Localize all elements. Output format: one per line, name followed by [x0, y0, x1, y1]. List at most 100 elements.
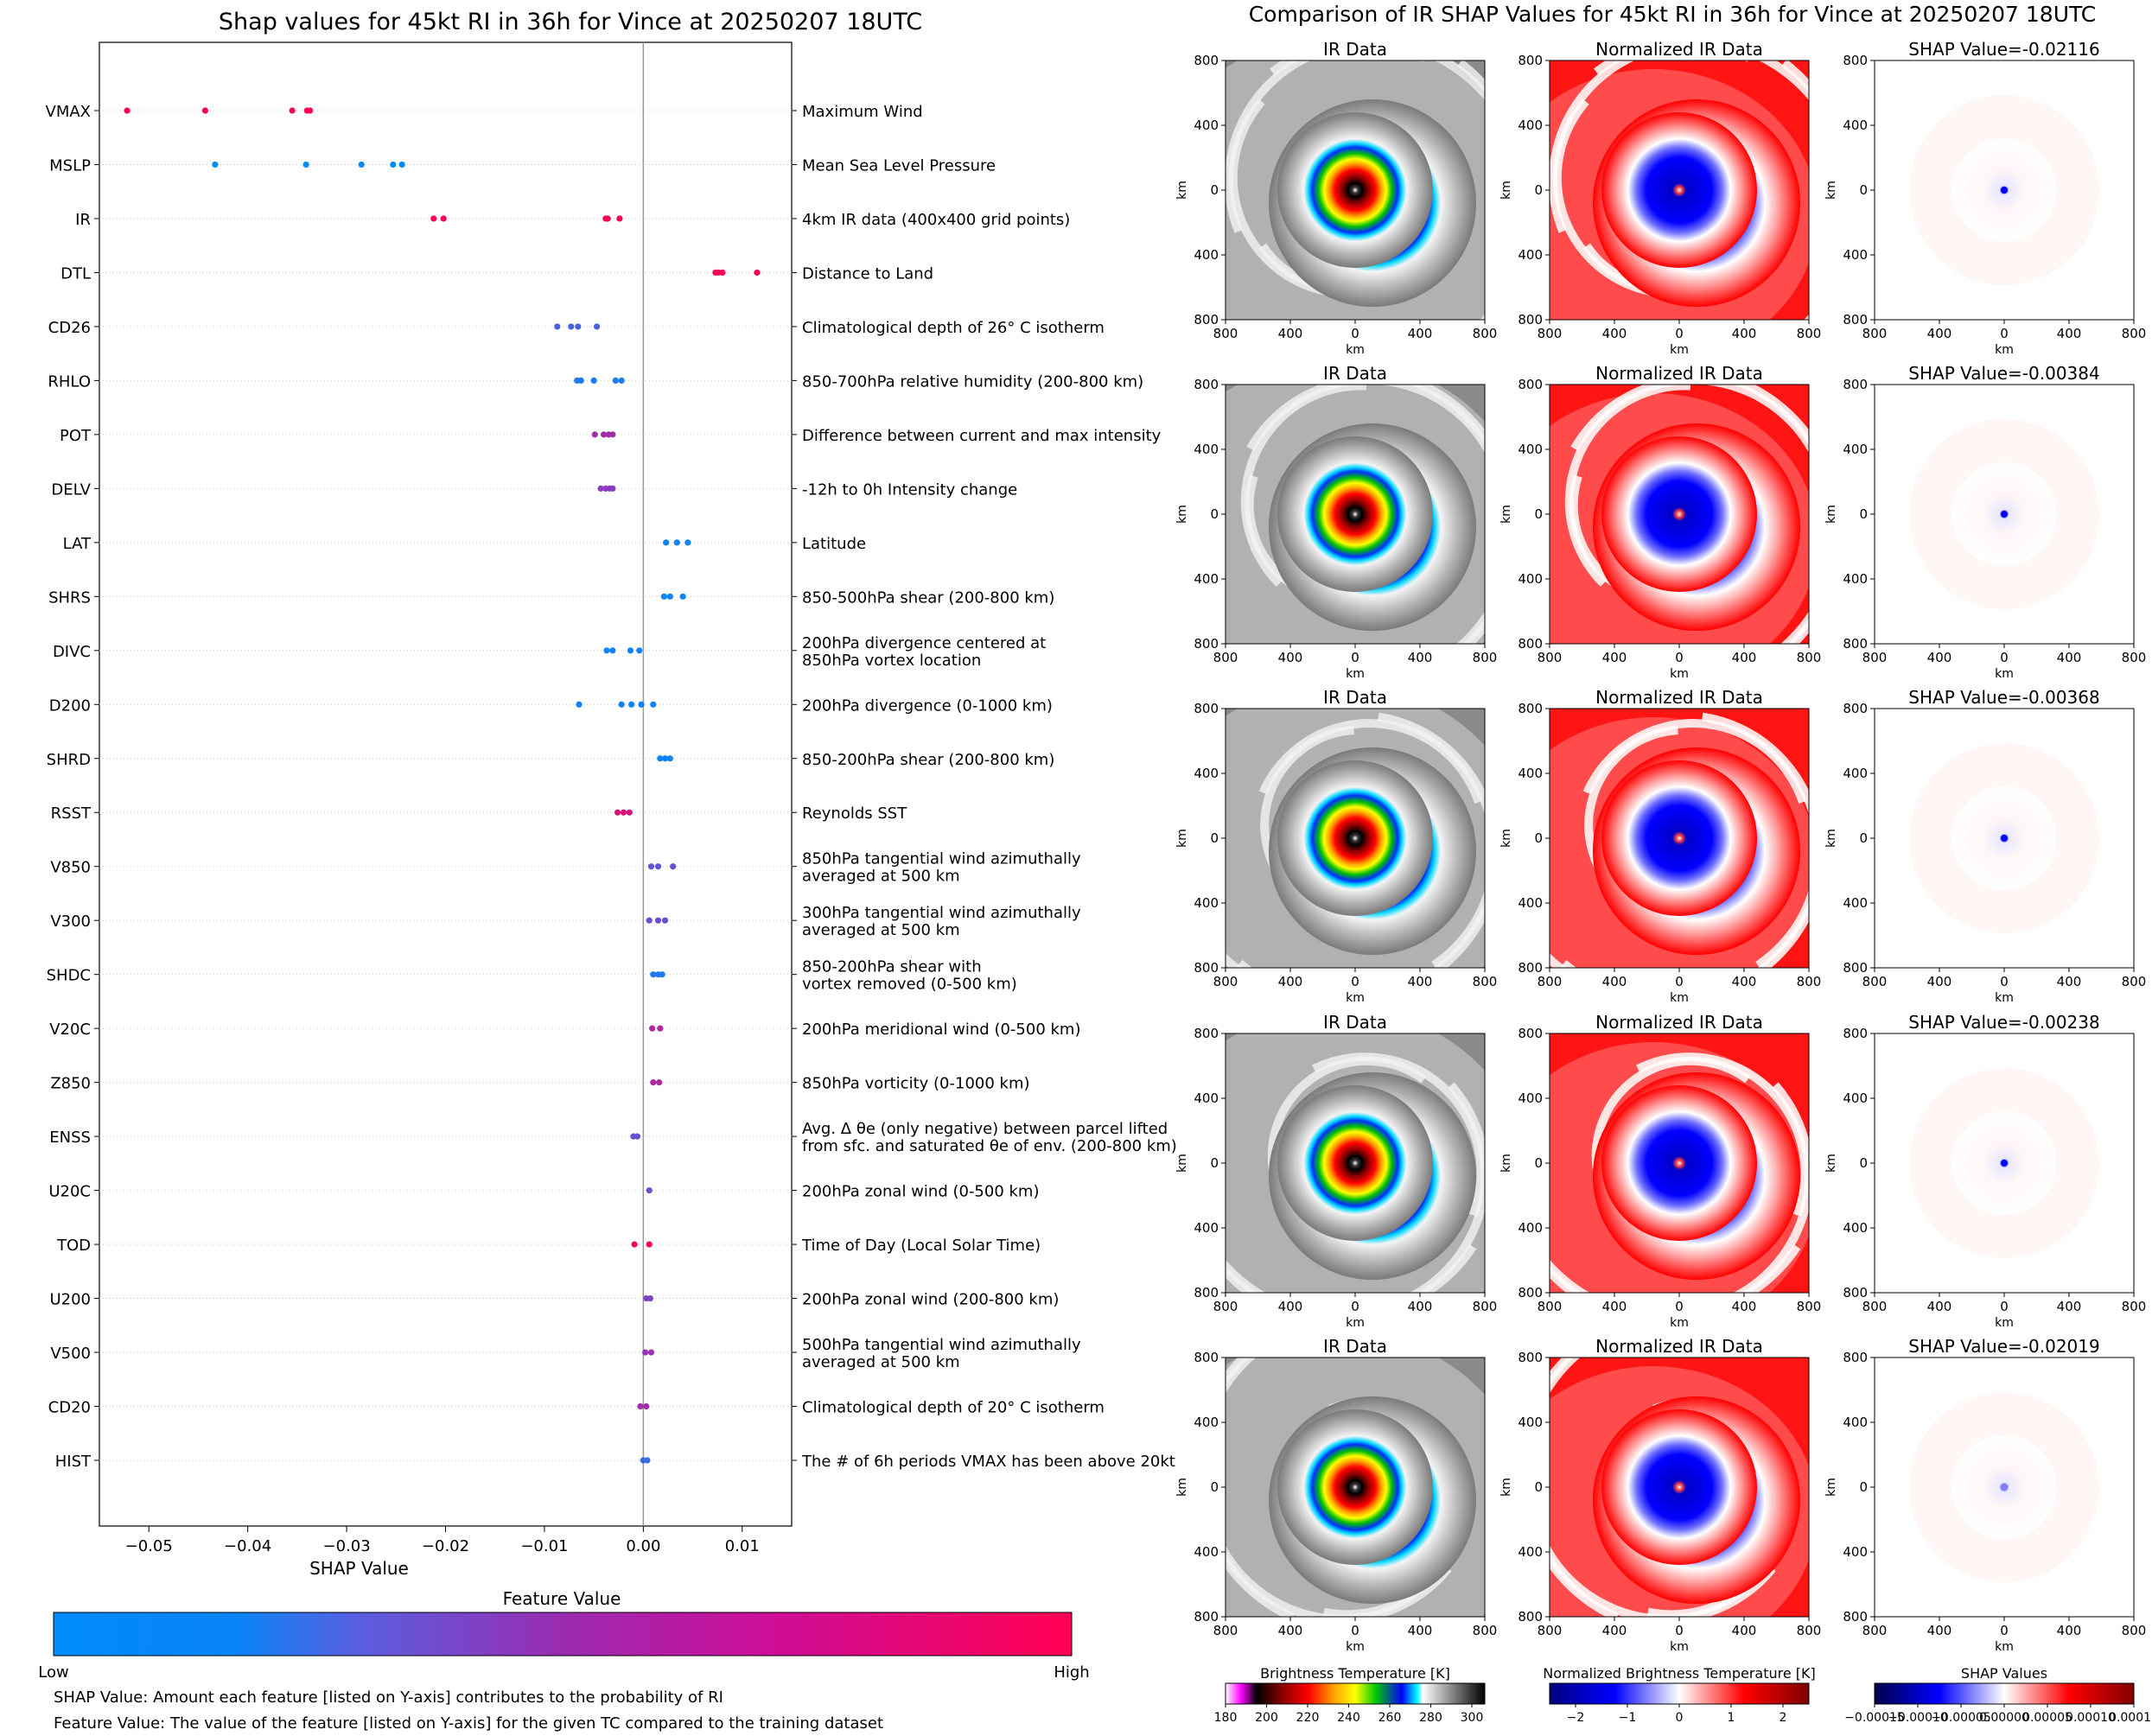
panel-x-tick-label: 400	[1732, 650, 1757, 665]
panel-y-tick-label: 400	[1843, 1091, 1868, 1106]
panel-x-axis-label: km	[1670, 991, 1689, 1005]
shap-point	[577, 377, 584, 384]
shap-point	[626, 809, 633, 816]
colorbar-tick-label: 220	[1296, 1711, 1320, 1725]
panel-x-axis-label: km	[1346, 1640, 1365, 1654]
colorbar-tick-label: −0.00005	[1931, 1711, 1991, 1725]
beeswarm-plot: VMAX Maximum Wind MSLP Mean Sea Level Press…	[46, 41, 1177, 1579]
shap-point	[618, 377, 625, 384]
panel-y-tick-label: 800	[1194, 1609, 1219, 1625]
feature-description-label: Climatological depth of 26° C isotherm	[802, 319, 1105, 337]
panel-y-tick-label: 400	[1518, 571, 1543, 587]
panel-shap: SHAP Value=-0.00238800800400400004004008…	[1824, 1012, 2146, 1330]
feature-description-label: averaged at 500 km	[802, 1353, 960, 1371]
panel-y-tick-label: 400	[1518, 118, 1543, 133]
panel-title: IR Data	[1323, 363, 1387, 384]
panel-y-tick-label: 400	[1518, 1091, 1543, 1106]
shap-point	[646, 917, 653, 924]
panel-x-axis-label: km	[1670, 343, 1689, 357]
shap-point	[612, 377, 619, 384]
feature-name-label: U20C	[48, 1183, 91, 1201]
panel-x-tick-label: 800	[1538, 650, 1563, 665]
feature-description-label: Reynolds SST	[802, 804, 907, 823]
panel-x-tick-label: 0	[2000, 650, 2009, 665]
feature-name-label: SHDC	[47, 967, 91, 985]
x-tick-label: 0.01	[725, 1537, 760, 1555]
feature-name-label: RHLO	[48, 372, 91, 391]
panel-y-tick-label: 800	[1518, 1609, 1543, 1625]
panel-y-axis-label: km	[1499, 1154, 1513, 1173]
feature-name-label: DIVC	[53, 643, 91, 661]
panel-y-tick-label: 400	[1843, 1415, 1868, 1430]
panel-y-tick-label: 0	[1210, 1155, 1219, 1171]
shap-point	[575, 323, 582, 330]
panel-x-tick-label: 0	[1675, 1299, 1684, 1314]
shap-point	[661, 755, 669, 762]
panel-y-tick-label: 800	[1194, 377, 1219, 392]
panel-y-axis-label: km	[1824, 181, 1838, 200]
feature-description-label: 850-700hPa relative humidity (200-800 km…	[802, 372, 1143, 391]
panel-y-tick-label: 800	[1518, 1285, 1543, 1300]
feature-description-label: 850hPa vorticity (0-1000 km)	[802, 1075, 1030, 1093]
panel-y-tick-label: 800	[1518, 960, 1543, 976]
shap-point	[644, 1457, 651, 1464]
panel-y-tick-label: 0	[1859, 1155, 1868, 1171]
panel-y-axis-label: km	[1499, 181, 1513, 200]
panel-title: IR Data	[1323, 687, 1387, 708]
feature-name-label: V500	[50, 1345, 91, 1363]
panel-x-axis-label: km	[1995, 1316, 2014, 1330]
panel-x-tick-label: 800	[1473, 1623, 1498, 1638]
panel-y-tick-label: 800	[1843, 1026, 1868, 1041]
shap-point	[650, 971, 657, 978]
shap-point	[440, 215, 447, 222]
panel-x-tick-label: 400	[2057, 1623, 2082, 1638]
shap-point	[660, 593, 667, 600]
panel-y-tick-label: 800	[1194, 1350, 1219, 1365]
footnote-feature: Feature Value: The value of the feature …	[54, 1714, 883, 1733]
panel-x-tick-label: 800	[1797, 1299, 1822, 1314]
panel-y-tick-label: 800	[1518, 377, 1543, 392]
feature-name-label: Z850	[50, 1075, 91, 1093]
colorbar-strip	[1225, 1682, 1486, 1705]
feature-colorbar-title: Feature Value	[503, 1588, 621, 1609]
panel-y-tick-label: 400	[1194, 766, 1219, 781]
shap-point	[590, 377, 597, 384]
panel-title: SHAP Value=-0.00384	[1908, 363, 2099, 384]
feature-description-label: 200hPa zonal wind (200-800 km)	[802, 1291, 1059, 1309]
panel-y-tick-label: 400	[1843, 118, 1868, 133]
panel-x-tick-label: 400	[1602, 1299, 1627, 1314]
shap-point	[604, 215, 611, 222]
panel-y-tick-label: 800	[1843, 312, 1868, 327]
shap-point	[430, 215, 437, 222]
feature-description-label: 200hPa divergence centered at	[802, 634, 1046, 652]
shap-point	[637, 1402, 644, 1410]
shap-point	[643, 1402, 650, 1410]
panel-x-tick-label: 800	[1797, 974, 1822, 989]
shap-point	[646, 1241, 653, 1248]
panel-y-tick-label: 800	[1843, 1350, 1868, 1365]
panel-x-tick-label: 800	[1538, 1623, 1563, 1638]
panel-y-tick-label: 0	[1859, 506, 1868, 522]
panel-y-tick-label: 400	[1843, 1220, 1868, 1236]
shap-point	[289, 107, 296, 114]
panel-image	[1875, 385, 2134, 644]
panel-y-tick-label: 800	[1518, 53, 1543, 68]
shap-point	[307, 107, 314, 114]
panel-y-tick-label: 800	[1518, 1350, 1543, 1365]
panel-y-axis-label: km	[1499, 505, 1513, 524]
panel-shap: SHAP Value=-0.00368800800400400004004008…	[1824, 687, 2146, 1005]
panel-x-tick-label: 400	[1602, 974, 1627, 989]
panel-x-tick-label: 800	[2122, 1299, 2147, 1314]
panel-y-tick-label: 0	[1210, 182, 1219, 198]
x-tick-label: −0.03	[322, 1537, 370, 1555]
colorbar-tick-label: 260	[1378, 1711, 1402, 1725]
feature-description-label: Latitude	[802, 535, 866, 553]
colorbar-label: Normalized Brightness Temperature [K]	[1543, 1665, 1816, 1682]
panel-y-axis-label: km	[1824, 1478, 1838, 1497]
colorbar-label: SHAP Values	[1961, 1665, 2047, 1682]
panel-x-tick-label: 400	[1278, 650, 1303, 665]
panel-y-axis-label: km	[1499, 829, 1513, 848]
feature-description-label: -12h to 0h Intensity change	[802, 480, 1017, 499]
panel-x-tick-label: 400	[1408, 1623, 1433, 1638]
